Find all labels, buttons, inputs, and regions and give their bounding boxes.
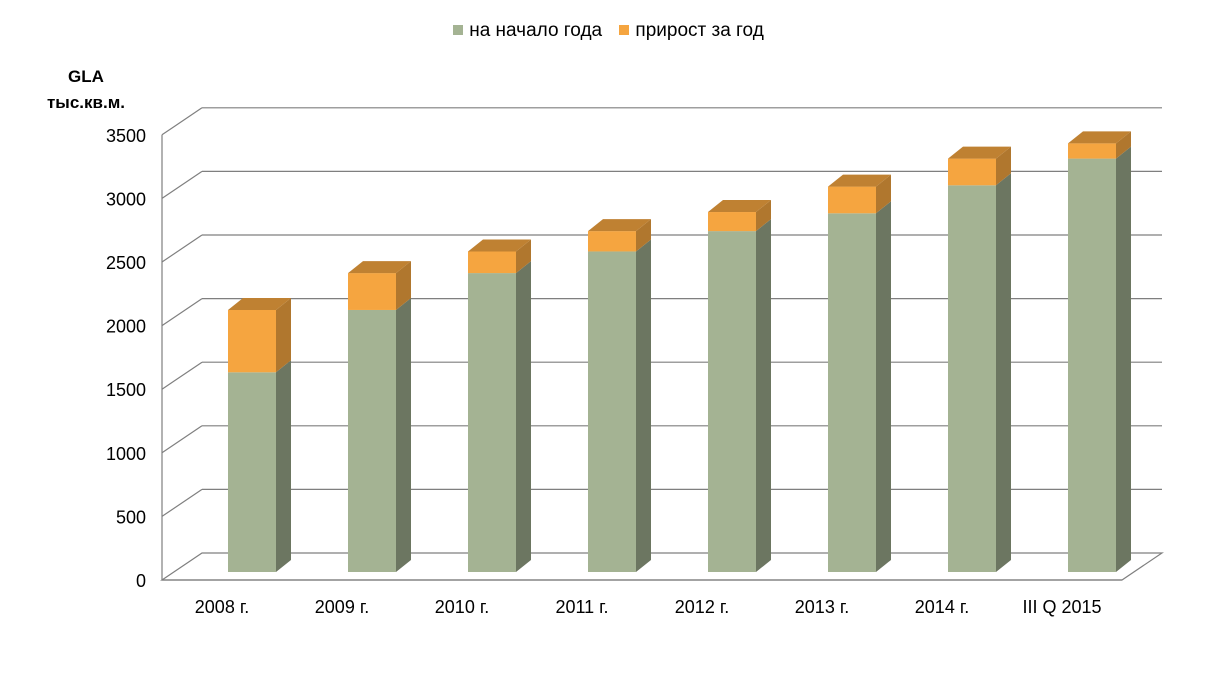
- bar-growth-side: [516, 239, 531, 274]
- bar-start-of-year-side: [996, 173, 1011, 572]
- legend-item-start-of-year: на начало года: [453, 20, 602, 42]
- bar-start-of-year-side: [276, 360, 291, 572]
- bar-growth: [588, 231, 636, 252]
- bar-start-of-year: [1068, 158, 1116, 572]
- bar-group: [1068, 131, 1131, 572]
- legend-label-start-of-year: на начало года: [469, 20, 603, 41]
- y-tick-label: 3500: [106, 126, 146, 146]
- bar-growth-side: [756, 200, 771, 232]
- bar-top: [348, 261, 411, 274]
- legend-item-growth: прирост за год: [619, 20, 764, 42]
- bar-top: [708, 200, 771, 213]
- bar-growth: [708, 212, 756, 232]
- bar-group: [828, 174, 891, 572]
- y-tick-label: 500: [116, 507, 146, 527]
- bar-start-of-year: [468, 273, 516, 572]
- bar-group: [228, 297, 291, 572]
- bar-start-of-year: [348, 309, 396, 572]
- gridline-side: [161, 361, 203, 390]
- bar-growth-side: [396, 261, 411, 310]
- bar-top: [468, 239, 531, 252]
- x-tick-label: 2009 г.: [315, 597, 369, 617]
- bar-start-of-year: [828, 213, 876, 572]
- bar-growth-side: [636, 219, 651, 252]
- bar-start-of-year: [588, 251, 636, 572]
- bar-group: [348, 261, 411, 572]
- x-tick-label: 2014 г.: [915, 597, 969, 617]
- bar-top: [228, 297, 291, 310]
- bar-growth: [468, 251, 516, 274]
- bar-start-of-year-side: [876, 201, 891, 572]
- bar-start-of-year: [708, 231, 756, 572]
- bar-group: [708, 200, 771, 572]
- bar-start-of-year-side: [756, 219, 771, 572]
- gridline-side: [161, 107, 203, 136]
- chart-floor: [160, 552, 1164, 581]
- x-tick-label: 2013 г.: [795, 597, 849, 617]
- y-axis-title-line2: тыс.кв.м.: [46, 93, 125, 112]
- y-tick-label: 3000: [106, 189, 146, 209]
- bar-start-of-year-side: [1116, 146, 1131, 572]
- y-tick-label: 2000: [106, 317, 146, 337]
- bar-growth-side: [996, 146, 1011, 186]
- gridline-side: [161, 488, 203, 517]
- legend-swatch-start-of-year: [453, 25, 464, 35]
- bar-group: [948, 146, 1011, 572]
- y-tick-label: 2500: [106, 253, 146, 273]
- y-tick-label: 1500: [106, 380, 146, 400]
- x-tick-label: 2008 г.: [195, 597, 249, 617]
- bar-growth: [948, 158, 996, 186]
- bar-group: [588, 219, 651, 572]
- y-tick-label: 1000: [106, 444, 146, 464]
- legend-label-growth: прирост за год: [635, 20, 764, 41]
- gridline-side: [161, 425, 203, 454]
- bar-start-of-year: [948, 185, 996, 572]
- bar-start-of-year: [228, 372, 276, 572]
- x-tick-label: 2012 г.: [675, 597, 729, 617]
- bar-top: [948, 146, 1011, 159]
- bar-start-of-year-side: [516, 261, 531, 572]
- x-tick-label: 2011 г.: [555, 597, 608, 617]
- bar-growth: [828, 186, 876, 214]
- gridline-side: [161, 298, 203, 327]
- bar-top: [1068, 131, 1131, 144]
- bar-growth-side: [1116, 131, 1131, 159]
- gridline-side: [161, 234, 203, 263]
- bar-growth-side: [876, 174, 891, 214]
- bar-start-of-year-side: [636, 239, 651, 572]
- x-tick-label: 2010 г.: [435, 597, 489, 617]
- bar-start-of-year-side: [396, 297, 411, 572]
- y-axis-title: GLA тыс.кв.м.: [38, 64, 134, 116]
- x-tick-label: III Q 2015: [1022, 597, 1101, 617]
- bar-top: [828, 174, 891, 187]
- gridline-side: [161, 170, 203, 199]
- bar-growth: [1068, 143, 1116, 159]
- legend-swatch-growth: [619, 25, 630, 35]
- chart-legend: на начало года прирост за год: [0, 20, 1217, 42]
- bar-group: [468, 239, 531, 572]
- y-axis-title-line1: GLA: [68, 67, 104, 86]
- bar-growth: [228, 309, 276, 373]
- bar-top: [588, 219, 651, 232]
- y-tick-label: 0: [136, 571, 146, 591]
- bar-growth-side: [276, 297, 291, 373]
- bar-growth: [348, 273, 396, 310]
